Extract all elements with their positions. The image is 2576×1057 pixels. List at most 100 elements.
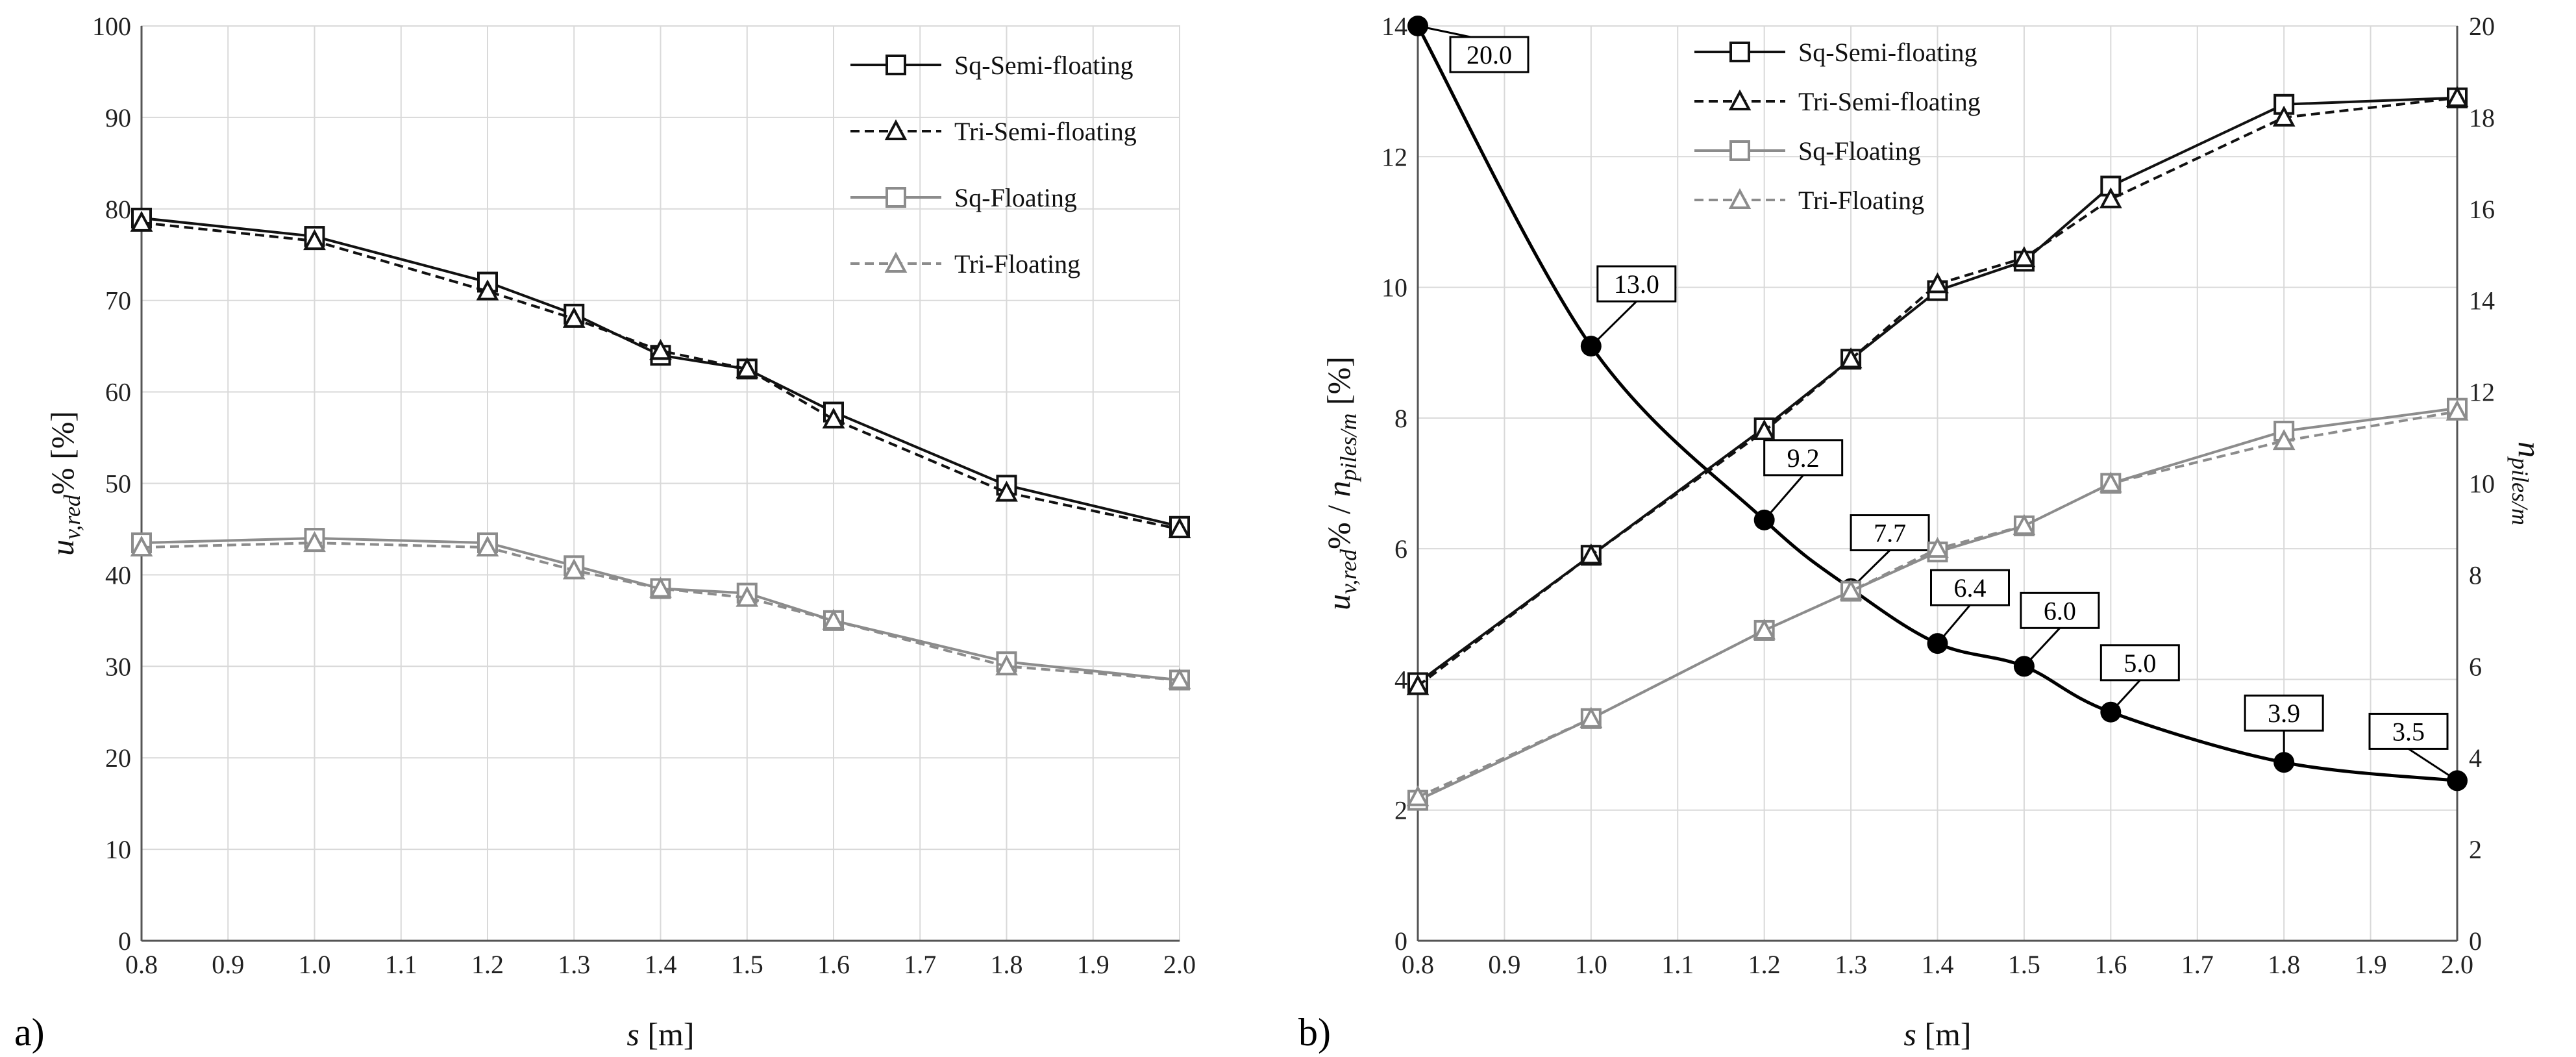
data-point (2012, 246, 2036, 267)
data-point (1406, 785, 1430, 806)
y-right-tick-label: 14 (2469, 286, 2495, 316)
annotation-leader (1763, 474, 1804, 521)
x-tick-label: 0.9 (1488, 950, 1520, 979)
x-tick-label: 1.1 (1661, 950, 1694, 979)
data-point (1839, 579, 1863, 601)
legend: Sq-Semi-floating Tri-Semi-floating Sq-Floa… (1694, 38, 1981, 215)
y-right-tick-label: 18 (2469, 103, 2495, 132)
data-point (130, 210, 153, 232)
data-point (2446, 399, 2469, 421)
annotation-box (1850, 514, 1930, 552)
y-right-tick-label: 8 (2469, 560, 2482, 590)
y-axis-label: uv,red% [%] (44, 411, 85, 556)
y-right-tick-label: 20 (2469, 12, 2495, 41)
annotation-leader (2023, 627, 2061, 667)
legend-marker (1728, 89, 1752, 110)
legend-marker (884, 119, 908, 140)
x-tick-label: 1.9 (1077, 950, 1109, 979)
y-tick-label: 20 (105, 743, 131, 773)
y-tick-label: 8 (1394, 404, 1407, 433)
y-right-tick-label: 0 (2469, 926, 2482, 956)
annotation-label: 3.9 (2268, 699, 2300, 728)
legend-marker (884, 251, 908, 273)
panel-label: a) (14, 1011, 45, 1054)
x-tick-label: 0.8 (1402, 950, 1434, 979)
legend-marker (1728, 188, 1752, 209)
y-tick-label: 10 (105, 835, 131, 864)
legend-label: Sq-Semi-floating (1798, 38, 1977, 67)
data-point (2272, 105, 2296, 127)
x-tick-label: 1.0 (1575, 950, 1607, 979)
x-tick-label: 1.7 (2181, 950, 2214, 979)
panel-label: b) (1298, 1011, 1331, 1054)
x-tick-label: 1.6 (2094, 950, 2127, 979)
y-right-tick-label: 6 (2469, 652, 2482, 681)
data-point (130, 535, 153, 557)
y-tick-label: 12 (1381, 142, 1407, 171)
y-right-tick-label: 12 (2469, 378, 2495, 407)
data-point (1579, 543, 1603, 565)
annotation-leader (2408, 748, 2458, 782)
annotation-leader (1590, 301, 1637, 347)
y-tick-label: 2 (1394, 796, 1407, 825)
x-tick-label: 1.6 (817, 950, 850, 979)
legend-label: Tri-Floating (1798, 186, 1924, 215)
y-tick-label: 60 (105, 378, 131, 407)
y-tick-label: 90 (105, 103, 131, 132)
data-point (822, 407, 845, 429)
y-tick-label: 40 (105, 560, 131, 590)
x-tick-label: 1.5 (731, 950, 763, 979)
legend-marker (886, 55, 906, 75)
x-tick-label: 0.8 (125, 950, 158, 979)
y-tick-label: 50 (105, 469, 131, 499)
data-point (1753, 419, 1776, 440)
legend-label: Sq-Floating (954, 183, 1077, 212)
data-point (736, 586, 759, 607)
data-point (1168, 668, 1191, 690)
series-tri-semi-floating (1406, 86, 2469, 695)
y-tick-label: 100 (92, 12, 131, 41)
data-point (2012, 514, 2036, 535)
data-point (1406, 674, 1430, 695)
data-point (822, 608, 845, 630)
legend-label: Tri-Floating (954, 249, 1080, 279)
annotation-label: 20.0 (1467, 40, 1512, 69)
y-tick-label: 6 (1394, 534, 1407, 564)
annotation-box (1449, 36, 1530, 73)
data-point (995, 480, 1018, 502)
data-point (2099, 187, 2122, 208)
series-tri-floating (1406, 399, 2469, 806)
data-point (562, 558, 586, 580)
x-tick-label: 1.4 (1922, 950, 1954, 979)
x-tick-label: 1.3 (558, 950, 590, 979)
y-right-tick-label: 4 (2469, 743, 2482, 773)
annotation-leader (1937, 604, 1971, 645)
y-tick-label: 10 (1381, 273, 1407, 303)
data-point (476, 279, 499, 301)
x-tick-label: 1.3 (1835, 950, 1867, 979)
annotation-box (1930, 569, 2010, 606)
y-axis-label-left: uv,red% / npiles/m [%] (1320, 356, 1361, 610)
data-point (649, 577, 672, 598)
data-point (2099, 471, 2122, 493)
series-line (141, 541, 1180, 682)
data-point (1839, 347, 1863, 369)
annotation-leader (2110, 679, 2141, 713)
y-tick-label: 4 (1394, 665, 1407, 694)
annotation-box (2020, 591, 2100, 629)
annotation-box (1596, 265, 1677, 303)
legend: Sq-Semi-floating Tri-Semi-floating Sq-Floa… (850, 51, 1137, 279)
annotation-label: 6.0 (2044, 596, 2076, 625)
data-point (1168, 517, 1191, 538)
data-point (1926, 536, 1949, 558)
legend-label: Tri-Semi-floating (954, 117, 1137, 146)
series-tri-semi-floating (130, 210, 1191, 538)
x-tick-label: 1.9 (2355, 950, 2387, 979)
data-point (303, 229, 326, 251)
series-tri-floating (130, 530, 1191, 690)
annotation-label: 5.0 (2124, 649, 2156, 678)
x-tick-label: 2.0 (2441, 950, 2473, 979)
data-point (1579, 706, 1603, 728)
data-point (303, 530, 326, 553)
y-tick-label: 80 (105, 195, 131, 224)
